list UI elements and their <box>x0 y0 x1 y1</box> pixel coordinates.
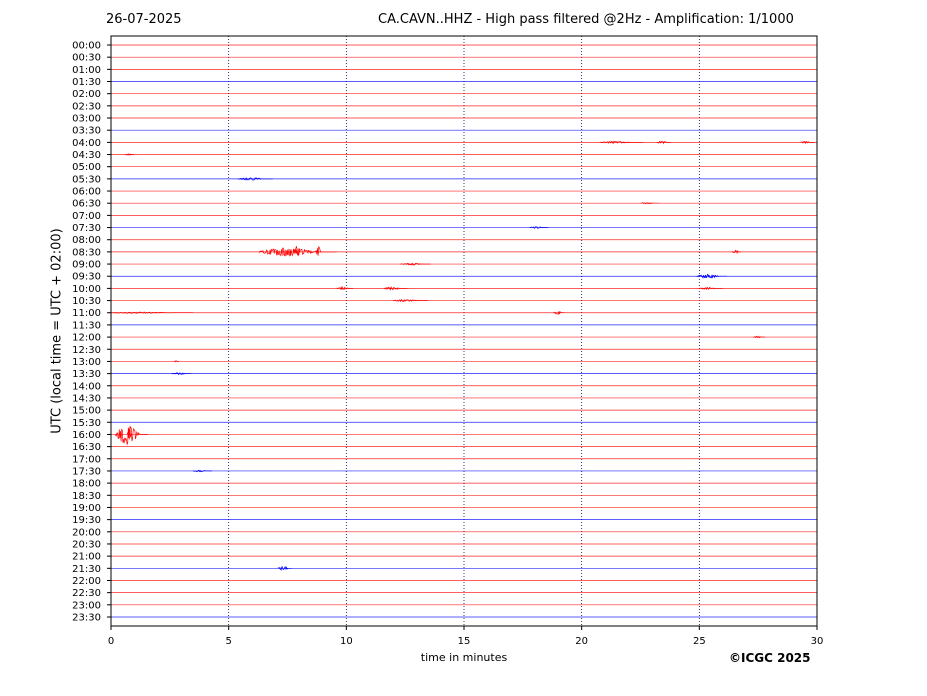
y-tick-label: 15:30 <box>72 418 101 429</box>
copyright-label: ©ICGC 2025 <box>729 651 811 665</box>
seismic-event <box>174 360 179 363</box>
y-tick-label: 13:30 <box>72 369 101 380</box>
y-tick-label: 17:00 <box>72 454 101 465</box>
y-tick-label: 08:30 <box>72 247 101 258</box>
y-tick-label: 10:00 <box>72 284 101 295</box>
y-tick-label: 00:30 <box>72 53 101 64</box>
seismic-event <box>115 426 149 446</box>
seismic-event <box>640 202 660 205</box>
x-tick-label: 0 <box>108 636 114 647</box>
seismic-event <box>336 285 354 291</box>
y-tick-label: 00:00 <box>72 41 101 52</box>
x-tick-label: 5 <box>225 636 231 647</box>
y-tick-label: 09:30 <box>72 272 101 283</box>
y-tick-label: 01:30 <box>72 77 101 88</box>
y-tick-label: 20:00 <box>72 527 101 538</box>
y-tick-label: 18:00 <box>72 479 101 490</box>
y-tick-label: 17:30 <box>72 466 101 477</box>
x-tick-label: 30 <box>811 636 824 647</box>
seismic-event <box>753 335 765 339</box>
x-tick-label: 20 <box>575 636 588 647</box>
seismic-event <box>237 177 273 181</box>
x-axis-ticks: 0 5 10 15 20 25 30 <box>108 626 824 647</box>
y-tick-label: 11:00 <box>72 308 101 319</box>
seismic-event <box>127 426 132 440</box>
y-tick-label: 06:30 <box>72 199 101 210</box>
seismic-event <box>731 249 742 255</box>
seismic-event <box>294 246 302 257</box>
chart-title: CA.CAVN..HHZ - High pass filtered @2Hz -… <box>378 12 794 27</box>
y-tick-label: 04:00 <box>72 138 101 149</box>
y-tick-label: 05:00 <box>72 162 101 173</box>
seismic-event <box>600 140 643 145</box>
y-tick-label: 13:00 <box>72 357 101 368</box>
y-tick-label: 06:00 <box>72 187 101 198</box>
y-tick-label: 23:00 <box>72 600 101 611</box>
y-tick-label: 11:30 <box>72 320 101 331</box>
y-tick-label: 16:30 <box>72 442 101 453</box>
seismic-event <box>529 226 549 229</box>
y-tick-label: 19:30 <box>72 515 101 526</box>
date-label: 26-07-2025 <box>106 12 182 27</box>
y-tick-label: 21:30 <box>72 564 101 575</box>
y-tick-label: 19:00 <box>72 503 101 514</box>
y-tick-label: 02:00 <box>72 89 101 100</box>
plot-frame <box>110 35 818 627</box>
y-tick-label: 20:30 <box>72 539 101 550</box>
y-tick-label: 02:30 <box>72 101 101 112</box>
seismic-traces <box>110 44 817 618</box>
y-tick-label: 03:30 <box>72 126 101 137</box>
y-tick-label: 12:00 <box>72 333 101 344</box>
y-tick-label: 08:00 <box>72 235 101 246</box>
y-tick-label: 14:30 <box>72 393 101 404</box>
y-tick-label: 01:00 <box>72 65 101 76</box>
x-tick-label: 25 <box>693 636 706 647</box>
seismic-event <box>193 469 212 473</box>
vertical-grid <box>228 36 700 626</box>
seismic-event <box>400 262 431 266</box>
seismic-event <box>110 311 194 314</box>
seismic-event <box>696 273 727 279</box>
y-tick-label: 14:00 <box>72 381 101 392</box>
y-tick-label: 22:00 <box>72 576 101 587</box>
y-tick-label: 21:00 <box>72 552 101 563</box>
y-tick-label: 16:00 <box>72 430 101 441</box>
y-tick-label: 07:00 <box>72 211 101 222</box>
seismic-event <box>553 311 565 315</box>
seismic-event <box>277 566 292 571</box>
seismic-event <box>383 285 408 291</box>
seismic-event <box>656 140 671 145</box>
y-tick-label: 09:00 <box>72 260 101 271</box>
seismic-event <box>124 153 135 156</box>
y-tick-label: 04:30 <box>72 150 101 161</box>
y-axis-label: UTC (local time = UTC + 02:00) <box>49 228 65 434</box>
y-tick-label: 03:00 <box>72 114 101 125</box>
y-tick-label: 12:30 <box>72 345 101 356</box>
y-tick-label: 23:30 <box>72 612 101 623</box>
seismic-event <box>171 372 191 376</box>
x-tick-label: 10 <box>340 636 353 647</box>
seismic-event <box>315 246 323 256</box>
x-axis-label: time in minutes <box>420 651 508 664</box>
x-tick-label: 15 <box>458 636 471 647</box>
y-tick-label: 15:00 <box>72 406 101 417</box>
seismic-event <box>698 287 723 291</box>
y-tick-label: 22:30 <box>72 588 101 599</box>
seismic-event <box>393 298 429 303</box>
y-tick-label: 07:30 <box>72 223 101 234</box>
y-tick-label: 18:30 <box>72 491 101 502</box>
y-tick-label: 05:30 <box>72 174 101 185</box>
seismic-event <box>800 141 815 145</box>
y-tick-label: 10:30 <box>72 296 101 307</box>
